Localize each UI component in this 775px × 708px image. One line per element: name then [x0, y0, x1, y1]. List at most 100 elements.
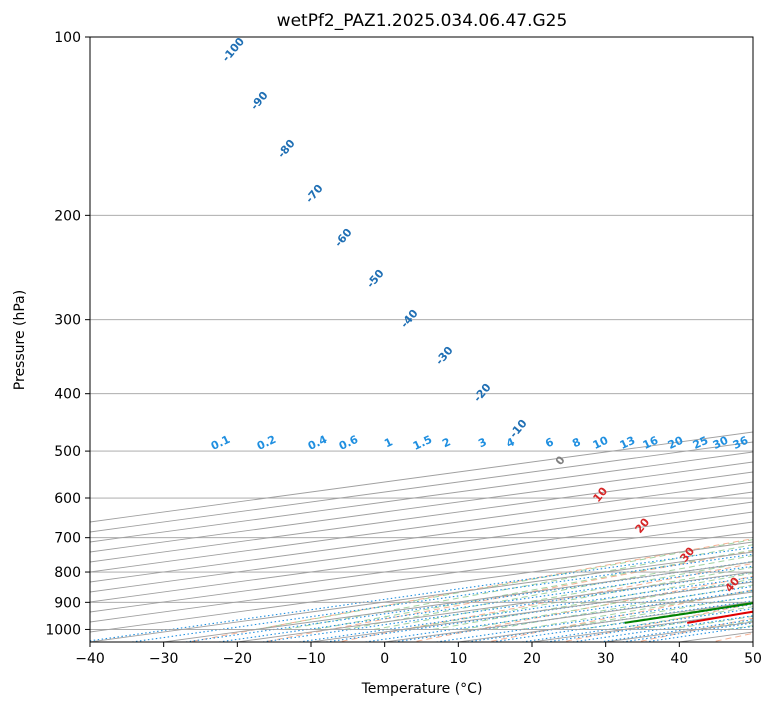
- mixing-ratio-line: [131, 553, 753, 642]
- isotherm: [90, 471, 753, 563]
- y-tick-label: 600: [54, 491, 81, 507]
- isotherm: [752, 641, 753, 642]
- x-axis-label: Temperature (°C): [361, 681, 483, 697]
- isotherm: [90, 511, 753, 603]
- y-tick-label: 500: [54, 444, 81, 460]
- isotherm: [90, 531, 753, 623]
- y-axis-label: Pressure (hPa): [12, 290, 28, 390]
- moist-adiabat: [432, 572, 753, 630]
- moist-adiabat-label: 0: [553, 453, 568, 467]
- mixing-ratio-label: 0.6: [337, 433, 360, 453]
- moist-adiabat-label: -80: [275, 137, 298, 161]
- x-tick-label: −30: [149, 651, 179, 667]
- x-tick-label: 20: [523, 651, 541, 667]
- y-tick-label: 800: [54, 565, 81, 581]
- moist-adiabat-label: -40: [398, 307, 421, 331]
- y-tick-label: 300: [54, 313, 81, 329]
- plot-frame: [89, 36, 754, 643]
- moist-adiabat-label: -60: [332, 226, 355, 250]
- moist-adiabat: [315, 549, 753, 630]
- mixing-ratio-label: 0.2: [255, 433, 278, 453]
- mixing-ratio-line: [436, 595, 753, 642]
- isotherm: [90, 551, 753, 642]
- background-lines: [90, 37, 775, 642]
- moist-adiabat-label: -30: [433, 344, 456, 368]
- x-tick-label: 0: [380, 651, 389, 667]
- moist-adiabat-label: 20: [632, 515, 652, 535]
- moist-adiabat: [256, 539, 753, 630]
- x-tick-label: 50: [744, 651, 762, 667]
- mixing-ratio-label: 30: [711, 434, 731, 452]
- dry-adiabat: [335, 562, 753, 642]
- moist-adiabat-label: -90: [248, 89, 271, 113]
- moist-adiabat-label: -100: [219, 35, 247, 65]
- y-tick-label: 1000: [45, 622, 81, 638]
- mixing-ratio-label: 13: [618, 434, 637, 452]
- dry-adiabat: [260, 550, 753, 642]
- isotherm: [90, 491, 753, 583]
- dewpoint-profile: [624, 602, 753, 624]
- moist-adiabat: [344, 555, 753, 630]
- mixing-ratio-line: [522, 608, 753, 642]
- mixing-ratio-label: 0.4: [306, 433, 329, 453]
- isotherm: [90, 521, 753, 613]
- mixing-ratio-label: 1: [382, 435, 394, 450]
- y-tick-label: 900: [54, 595, 81, 611]
- moist-adiabat: [491, 584, 753, 630]
- moist-adiabat: [727, 625, 753, 630]
- mixing-ratio-label: 6: [543, 435, 556, 450]
- moist-adiabat: [373, 560, 753, 630]
- x-tick-label: 10: [449, 651, 467, 667]
- mixing-ratio-label: 25: [691, 434, 710, 452]
- moist-adiabat: [550, 595, 753, 630]
- y-axis: 1000 900 800 700 600 500 400 300 200 100: [45, 30, 90, 638]
- mixing-ratio-label: 20: [666, 434, 686, 452]
- isotherm: [90, 451, 753, 543]
- mixing-ratio-label: 16: [641, 434, 661, 452]
- moist-adiabat: [403, 566, 753, 630]
- y-tick-label: 700: [54, 531, 81, 547]
- y-tick-label: 400: [54, 387, 81, 403]
- isotherm: [90, 481, 753, 573]
- mixing-ratio-label: 3: [476, 435, 488, 450]
- moist-adiabat-label: -50: [364, 267, 387, 291]
- y-tick-label: 200: [54, 208, 81, 224]
- mixing-ratio-label: 0.1: [209, 433, 232, 453]
- moist-adiabat-label: 40: [722, 574, 742, 594]
- isotherm: [384, 591, 753, 642]
- mixing-ratio-label: 8: [570, 435, 582, 450]
- moist-adiabat: [698, 620, 753, 630]
- x-tick-label: −10: [296, 651, 326, 667]
- moist-adiabat: [580, 601, 753, 630]
- moist-adiabat: [757, 37, 775, 629]
- moist-adiabat-label: -70: [303, 182, 326, 206]
- x-axis: −40 −30 −20 −10 0 10 20 30 40 50: [75, 642, 762, 667]
- x-tick-label: 40: [670, 651, 688, 667]
- moist-adiabat: [462, 578, 753, 630]
- moist-adiabat: [639, 611, 753, 630]
- moist-adiabat: [668, 615, 753, 630]
- x-tick-label: −20: [223, 651, 253, 667]
- profile-lines: [624, 602, 753, 624]
- isotherm: [90, 541, 753, 633]
- chart-title: wetPf2_PAZ1.2025.034.06.47.G25: [277, 11, 568, 31]
- moist-adiabat-label: -20: [471, 381, 494, 405]
- x-tick-label: −40: [75, 651, 105, 667]
- isotherm: [90, 461, 753, 553]
- y-tick-label: 100: [54, 30, 81, 46]
- mixing-ratio-label: 10: [591, 434, 611, 452]
- plot-area: -100-90-80-70-60-50-40-30-20-10010203040…: [89, 35, 775, 643]
- isotherm: [310, 581, 753, 642]
- mixing-ratio-label: 36: [731, 434, 751, 452]
- x-tick-label: 30: [597, 651, 615, 667]
- reference-line-labels: -100-90-80-70-60-50-40-30-20-10010203040…: [209, 35, 751, 595]
- moist-adiabat: [285, 544, 753, 630]
- isotherm: [531, 611, 753, 642]
- isotherm: [90, 501, 753, 593]
- mixing-ratio-line: [90, 546, 753, 642]
- mixing-ratio-label: 1.5: [411, 433, 434, 453]
- dry-adiabat: [485, 589, 753, 642]
- mixing-ratio-label: 2: [440, 435, 452, 450]
- moist-adiabat: [521, 590, 753, 630]
